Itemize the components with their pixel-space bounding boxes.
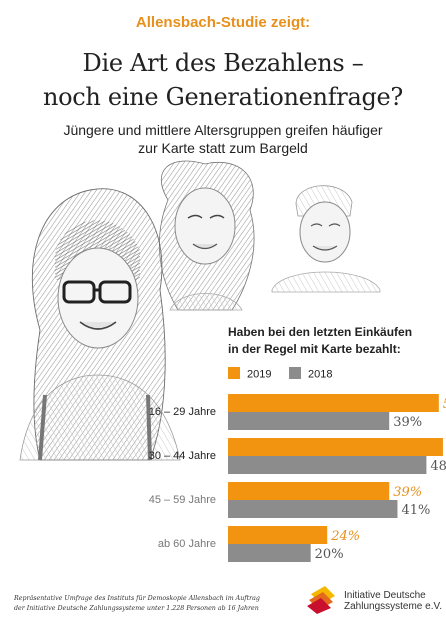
subtitle-line-2: zur Karte statt zum Bargeld bbox=[138, 140, 308, 156]
value-label-2018: 41% bbox=[401, 503, 430, 518]
bar-2018 bbox=[228, 544, 311, 562]
logo-line-1: Initiative Deutsche bbox=[344, 590, 426, 601]
source-note: Repräsentative Umfrage des Instituts für… bbox=[14, 594, 304, 614]
source-line-1: Repräsentative Umfrage des Instituts für… bbox=[14, 595, 260, 602]
page-title: Die Art des Bezahlens – noch eine Genera… bbox=[0, 46, 446, 114]
category-label: 45 – 59 Jahre bbox=[149, 494, 216, 506]
subtitle-line-1: Jüngere und mittlere Altersgruppen greif… bbox=[63, 122, 383, 138]
bar-2019 bbox=[228, 438, 443, 456]
value-label-2018: 20% bbox=[315, 547, 344, 562]
source-line-2: der Initiative Deutsche Zahlungssysteme … bbox=[14, 605, 259, 612]
title-line-1: Die Art des Bezahlens – bbox=[82, 49, 364, 77]
bar-2019 bbox=[228, 482, 390, 500]
value-label-2019: 51% bbox=[443, 397, 446, 412]
bar-2019 bbox=[228, 394, 439, 412]
bar-2018 bbox=[228, 500, 398, 518]
value-label-2019: 24% bbox=[330, 529, 360, 544]
value-label-2018: 48% bbox=[430, 459, 446, 474]
legend-swatch-2018 bbox=[289, 367, 301, 379]
category-label: 16 – 29 Jahre bbox=[149, 406, 216, 418]
organization-logo-text: Initiative Deutsche Zahlungssysteme e.V. bbox=[344, 590, 442, 612]
young-woman-portrait bbox=[19, 188, 181, 461]
chart-title-line-1: Haben bei den letzten Einkäufen bbox=[228, 325, 412, 339]
legend-swatch-2019 bbox=[228, 367, 240, 379]
logo-line-2: Zahlungssysteme e.V. bbox=[344, 601, 443, 612]
value-label-2018: 39% bbox=[393, 415, 422, 430]
bar-2019 bbox=[228, 526, 328, 544]
category-label: 30 – 44 Jahre bbox=[149, 450, 216, 462]
subtitle: Jüngere und mittlere Altersgruppen greif… bbox=[0, 121, 446, 157]
legend-label-2018: 2018 bbox=[308, 369, 332, 381]
middle-aged-woman-portrait bbox=[158, 160, 255, 311]
chart-bars: 16 – 29 Jahre51%39%30 – 44 Jahre52%48%45… bbox=[149, 394, 446, 562]
bar-2018 bbox=[228, 456, 427, 474]
title-line-2: noch eine Generationenfrage? bbox=[42, 83, 403, 111]
chart-legend: 2019 2018 bbox=[228, 367, 332, 381]
value-label-2019: 39% bbox=[393, 485, 422, 500]
chart-title-line-2: in der Regel mit Karte bezahlt: bbox=[228, 342, 401, 356]
kicker: Allensbach-Studie zeigt: bbox=[135, 14, 311, 31]
portraits-illustration bbox=[19, 160, 381, 461]
card-payment-chart: Haben bei den letzten Einkäufen in der R… bbox=[149, 325, 446, 562]
cards-logo-icon bbox=[307, 586, 335, 614]
older-man-portrait bbox=[271, 185, 381, 293]
bar-2018 bbox=[228, 412, 390, 430]
legend-label-2019: 2019 bbox=[247, 369, 271, 381]
category-label: ab 60 Jahre bbox=[158, 538, 216, 550]
